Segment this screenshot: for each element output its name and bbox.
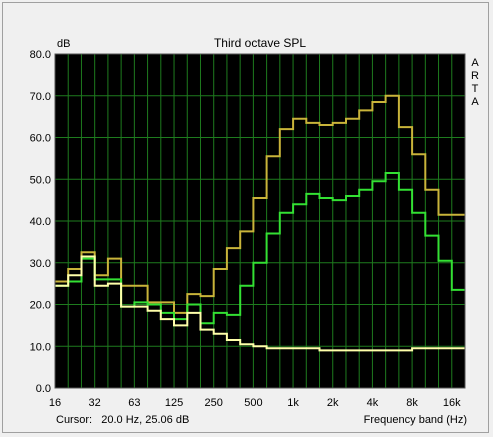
grid [55, 54, 465, 388]
y-tick-label: 30.0 [30, 258, 51, 270]
series-line-3 [55, 255, 465, 352]
y-tick-label: 20.0 [30, 300, 51, 312]
y-tick-label: 10.0 [30, 341, 51, 353]
x-tick-label: 250 [205, 397, 223, 409]
x-tick-label: 2k [327, 397, 339, 409]
y-tick-label: 0.0 [36, 383, 51, 395]
chart-title: Third octave SPL [214, 36, 306, 50]
y-tick-label: 40.0 [30, 216, 51, 228]
x-tick-label: 16 [49, 397, 61, 409]
x-tick-label: 32 [89, 397, 101, 409]
watermark-letter: A [471, 57, 479, 69]
watermark-letter: A [471, 96, 479, 108]
watermark-letter: T [472, 83, 479, 95]
y-tick-label: 60.0 [30, 133, 51, 145]
cursor-value: 20.0 Hz, 25.06 dB [101, 414, 190, 426]
x-tick-label: 16k [443, 397, 461, 409]
x-tick-label: 63 [128, 397, 140, 409]
watermark-letter: R [471, 70, 479, 82]
x-tick-label: 125 [165, 397, 183, 409]
x-tick-label: 500 [244, 397, 262, 409]
plot-border [54, 53, 466, 389]
y-tick-label: 80.0 [30, 49, 51, 61]
y-tick-label: 70.0 [30, 91, 51, 103]
cursor-label: Cursor: [56, 414, 93, 426]
cursor-readout: Cursor: 20.0 Hz, 25.06 dB [56, 414, 189, 426]
x-tick-label: 4k [367, 397, 379, 409]
y-tick-label: 50.0 [30, 174, 51, 186]
x-tick-label: 1k [287, 397, 299, 409]
series-line-1 [55, 94, 465, 314]
y-axis-label: dB [57, 38, 70, 50]
x-axis-label: Frequency band (Hz) [363, 414, 467, 426]
x-tick-label: 8k [406, 397, 418, 409]
